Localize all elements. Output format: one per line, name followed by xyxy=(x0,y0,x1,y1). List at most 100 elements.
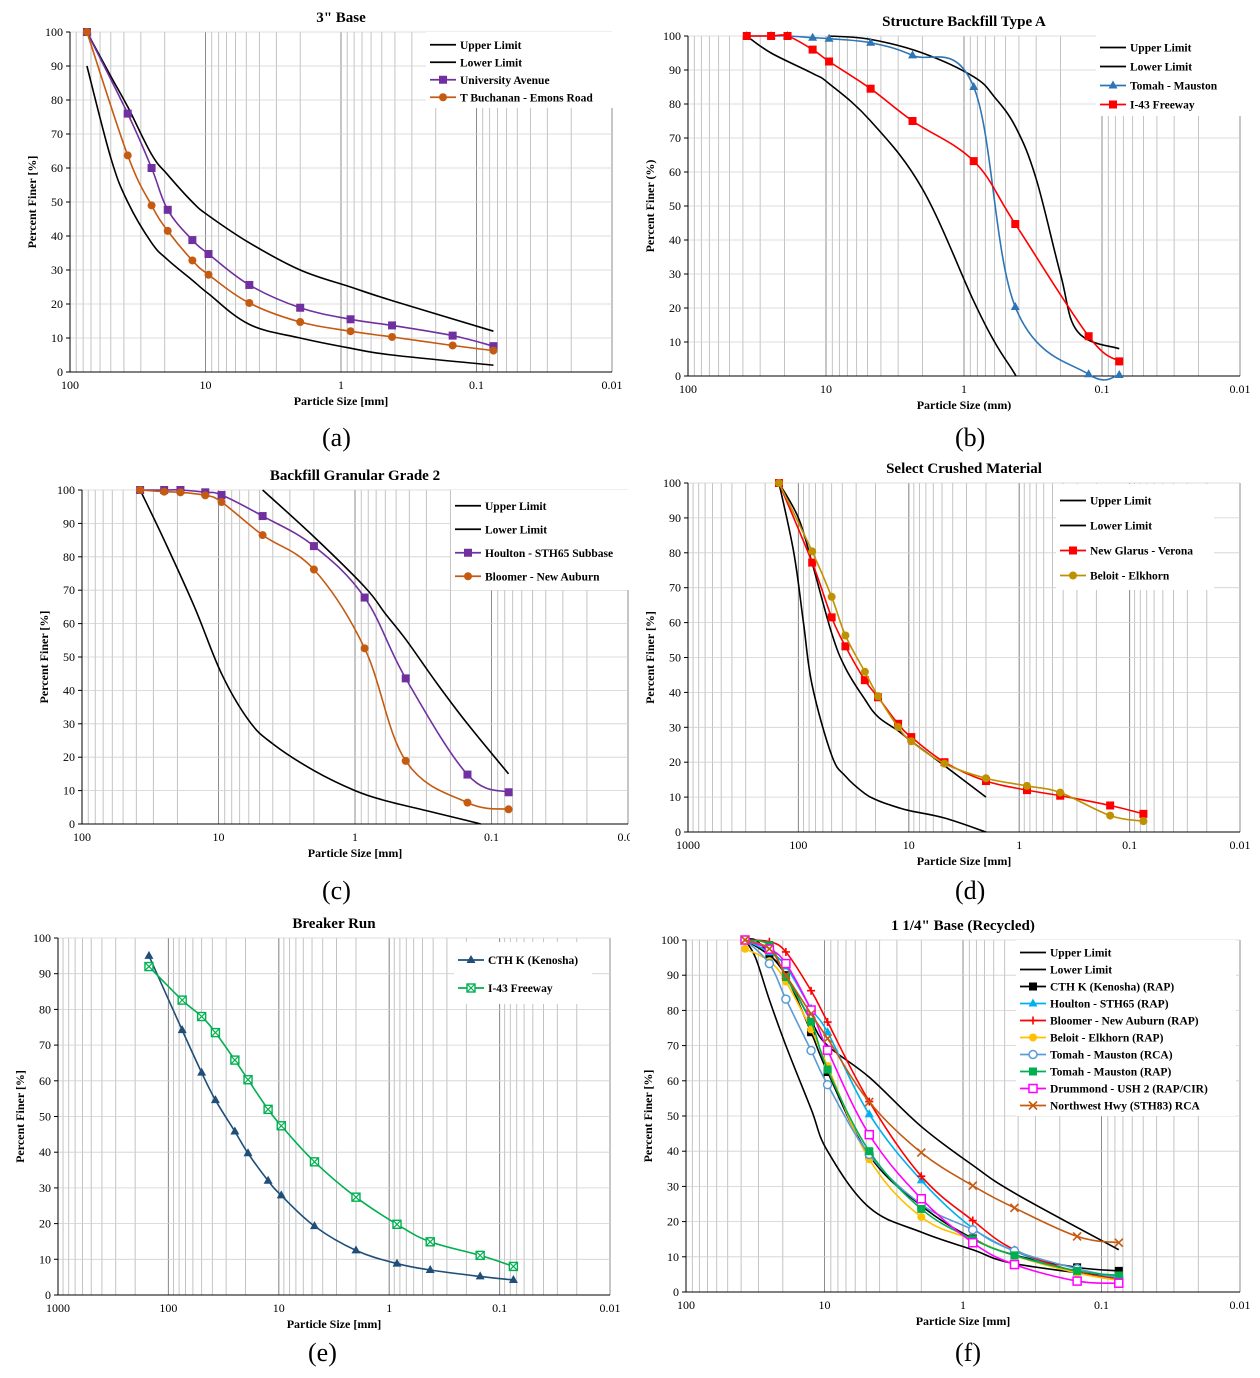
legend-background xyxy=(1056,484,1214,590)
data-point xyxy=(1022,786,1031,795)
series-line xyxy=(746,35,1017,377)
data-point xyxy=(808,547,817,556)
legend: Upper Limit Lower Limit Tomah - Mauston I-4… xyxy=(1096,34,1244,116)
chart-panel-c: 0 10 20 30 40 50 60 70 80 90 100 100 10 1 0.1 0.01 Backf… xyxy=(0,460,630,870)
data-point xyxy=(204,270,213,279)
legend-marker xyxy=(439,93,447,102)
data-point xyxy=(764,958,775,969)
data-point xyxy=(841,631,850,640)
legend-item-upper-limit: Upper Limit xyxy=(1020,948,1112,960)
series-lower-limit xyxy=(86,65,494,366)
y-tick-label: 70 xyxy=(51,127,63,141)
data-point xyxy=(197,1067,207,1076)
data-point xyxy=(346,327,355,336)
data-point xyxy=(827,613,836,622)
data-point xyxy=(1010,301,1020,310)
data-point xyxy=(860,676,869,685)
legend-label: Lower Limit xyxy=(460,57,522,69)
data-point xyxy=(808,558,817,567)
x-tick-label: 10 xyxy=(820,382,832,396)
chart-e: 0 10 20 30 40 50 60 70 80 90 100 1000 100 10 1 0.1 0.01 B… xyxy=(13,916,621,1331)
data-point xyxy=(508,1275,518,1284)
y-tick-label: 60 xyxy=(667,1074,679,1088)
legend-item-university-avenue: University Avenue xyxy=(430,75,550,87)
legend-item-cth-k-kenosha: CTH K (Kenosha) xyxy=(458,955,578,967)
legend-label: Houlton - STH65 (RAP) xyxy=(1050,999,1169,1011)
data-point xyxy=(360,593,369,602)
data-point xyxy=(827,592,836,601)
y-tick-label: 50 xyxy=(669,651,681,665)
y-tick-label: 20 xyxy=(63,750,75,764)
x-tick-label: 0.01 xyxy=(602,378,623,392)
legend-marker xyxy=(1028,998,1038,1007)
x-tick-label: 0.1 xyxy=(1122,838,1137,852)
legend-item-bloomer-new-auburn: Bloomer - New Auburn xyxy=(455,571,600,583)
y-tick-label: 20 xyxy=(667,1215,679,1229)
data-point xyxy=(177,1025,187,1034)
legend-item-bloomer-new-auburn-rap: Bloomer - New Auburn (RAP) xyxy=(1020,1016,1199,1028)
data-point xyxy=(894,722,903,731)
data-point xyxy=(144,961,154,972)
data-point xyxy=(392,1219,402,1230)
y-tick-label: 40 xyxy=(63,683,75,697)
legend-label: Lower Limit xyxy=(1090,521,1152,533)
x-tick-label: 10 xyxy=(273,1301,285,1315)
y-tick-label: 20 xyxy=(39,1217,51,1231)
data-point xyxy=(276,1190,286,1199)
data-point xyxy=(807,986,816,995)
panel-label-f: (f) xyxy=(955,1338,981,1367)
legend-label: CTH K (Kenosha) (RAP) xyxy=(1050,982,1174,994)
y-tick-label: 70 xyxy=(669,581,681,595)
legend-item-upper-limit: Upper Limit xyxy=(1060,496,1152,508)
data-point xyxy=(740,935,750,945)
y-tick-label: 0 xyxy=(675,369,681,383)
y-tick-label: 90 xyxy=(39,967,51,981)
y-tick-label: 60 xyxy=(669,165,681,179)
y-tick-label: 70 xyxy=(669,131,681,145)
x-tick-label: 100 xyxy=(73,830,91,844)
y-tick-label: 100 xyxy=(663,29,681,43)
legend-item-lower-limit: Lower Limit xyxy=(1100,62,1192,74)
legend-label: Tomah - Mauston (RAP) xyxy=(1050,1067,1171,1079)
data-point xyxy=(808,45,817,54)
y-tick-label: 30 xyxy=(669,267,681,281)
x-tick-label: 0.01 xyxy=(618,830,631,844)
legend-item-beloit-elkhorn-rap: Beloit - Elkhorn (RAP) xyxy=(1020,1033,1164,1045)
y-tick-label: 70 xyxy=(39,1038,51,1052)
series-line xyxy=(86,31,494,332)
data-point xyxy=(245,298,254,307)
x-tick-label: 100 xyxy=(61,378,79,392)
data-point xyxy=(969,157,978,166)
data-point xyxy=(866,84,875,93)
legend-item-tomah-mauston-rap: Tomah - Mauston (RAP) xyxy=(1020,1067,1171,1079)
data-point xyxy=(160,487,169,496)
legend-marker xyxy=(1069,546,1077,555)
y-tick-label: 90 xyxy=(669,511,681,525)
data-point xyxy=(123,151,132,160)
x-tick-label: 1 xyxy=(960,1298,966,1312)
data-point xyxy=(1139,817,1148,826)
x-tick-label: 0.1 xyxy=(469,378,484,392)
y-tick-label: 0 xyxy=(675,825,681,839)
legend-label: Lower Limit xyxy=(1050,965,1112,977)
legend-item-upper-limit: Upper Limit xyxy=(430,40,522,52)
y-tick-label: 50 xyxy=(63,650,75,664)
data-point xyxy=(864,1129,875,1140)
data-point xyxy=(781,958,791,969)
x-tick-label: 100 xyxy=(159,1301,177,1315)
data-point xyxy=(309,1221,319,1230)
data-point xyxy=(144,950,154,959)
x-tick-label: 10 xyxy=(819,1298,831,1312)
y-axis-label: Percent Finer [%] xyxy=(13,1070,27,1163)
data-point xyxy=(463,770,472,779)
legend-background xyxy=(454,942,592,1004)
y-tick-label: 0 xyxy=(673,1285,679,1299)
legend-marker xyxy=(1109,100,1117,109)
data-point xyxy=(1010,1251,1019,1260)
panel-label-b: (b) xyxy=(955,423,986,452)
panel-label-e: (e) xyxy=(308,1338,337,1367)
data-point xyxy=(210,1095,220,1104)
series-i-43-freeway xyxy=(144,961,519,1272)
legend-marker xyxy=(464,548,472,557)
series-line xyxy=(778,482,987,833)
